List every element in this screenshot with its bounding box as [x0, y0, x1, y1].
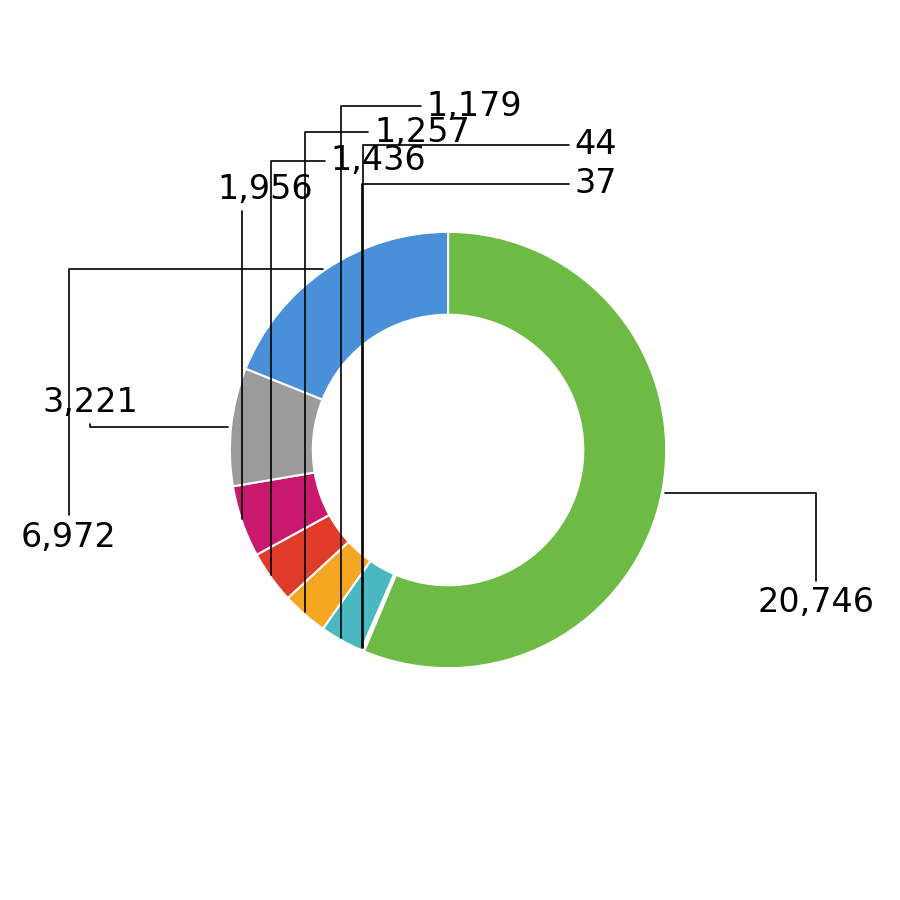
Wedge shape: [364, 232, 666, 668]
Text: 3,221: 3,221: [42, 385, 229, 427]
Text: 1,956: 1,956: [217, 173, 313, 518]
Wedge shape: [233, 472, 329, 554]
Wedge shape: [256, 515, 348, 598]
Wedge shape: [230, 369, 322, 486]
Text: 44: 44: [363, 128, 617, 648]
Wedge shape: [363, 574, 396, 652]
Wedge shape: [361, 574, 395, 651]
Wedge shape: [288, 542, 371, 629]
Wedge shape: [246, 232, 448, 400]
Text: 6,972: 6,972: [21, 269, 323, 554]
Text: 1,257: 1,257: [304, 116, 470, 611]
Wedge shape: [323, 561, 394, 650]
Text: 20,746: 20,746: [665, 493, 875, 619]
Text: 37: 37: [362, 167, 617, 648]
Text: 1,179: 1,179: [341, 90, 522, 637]
Text: 1,436: 1,436: [271, 144, 426, 574]
